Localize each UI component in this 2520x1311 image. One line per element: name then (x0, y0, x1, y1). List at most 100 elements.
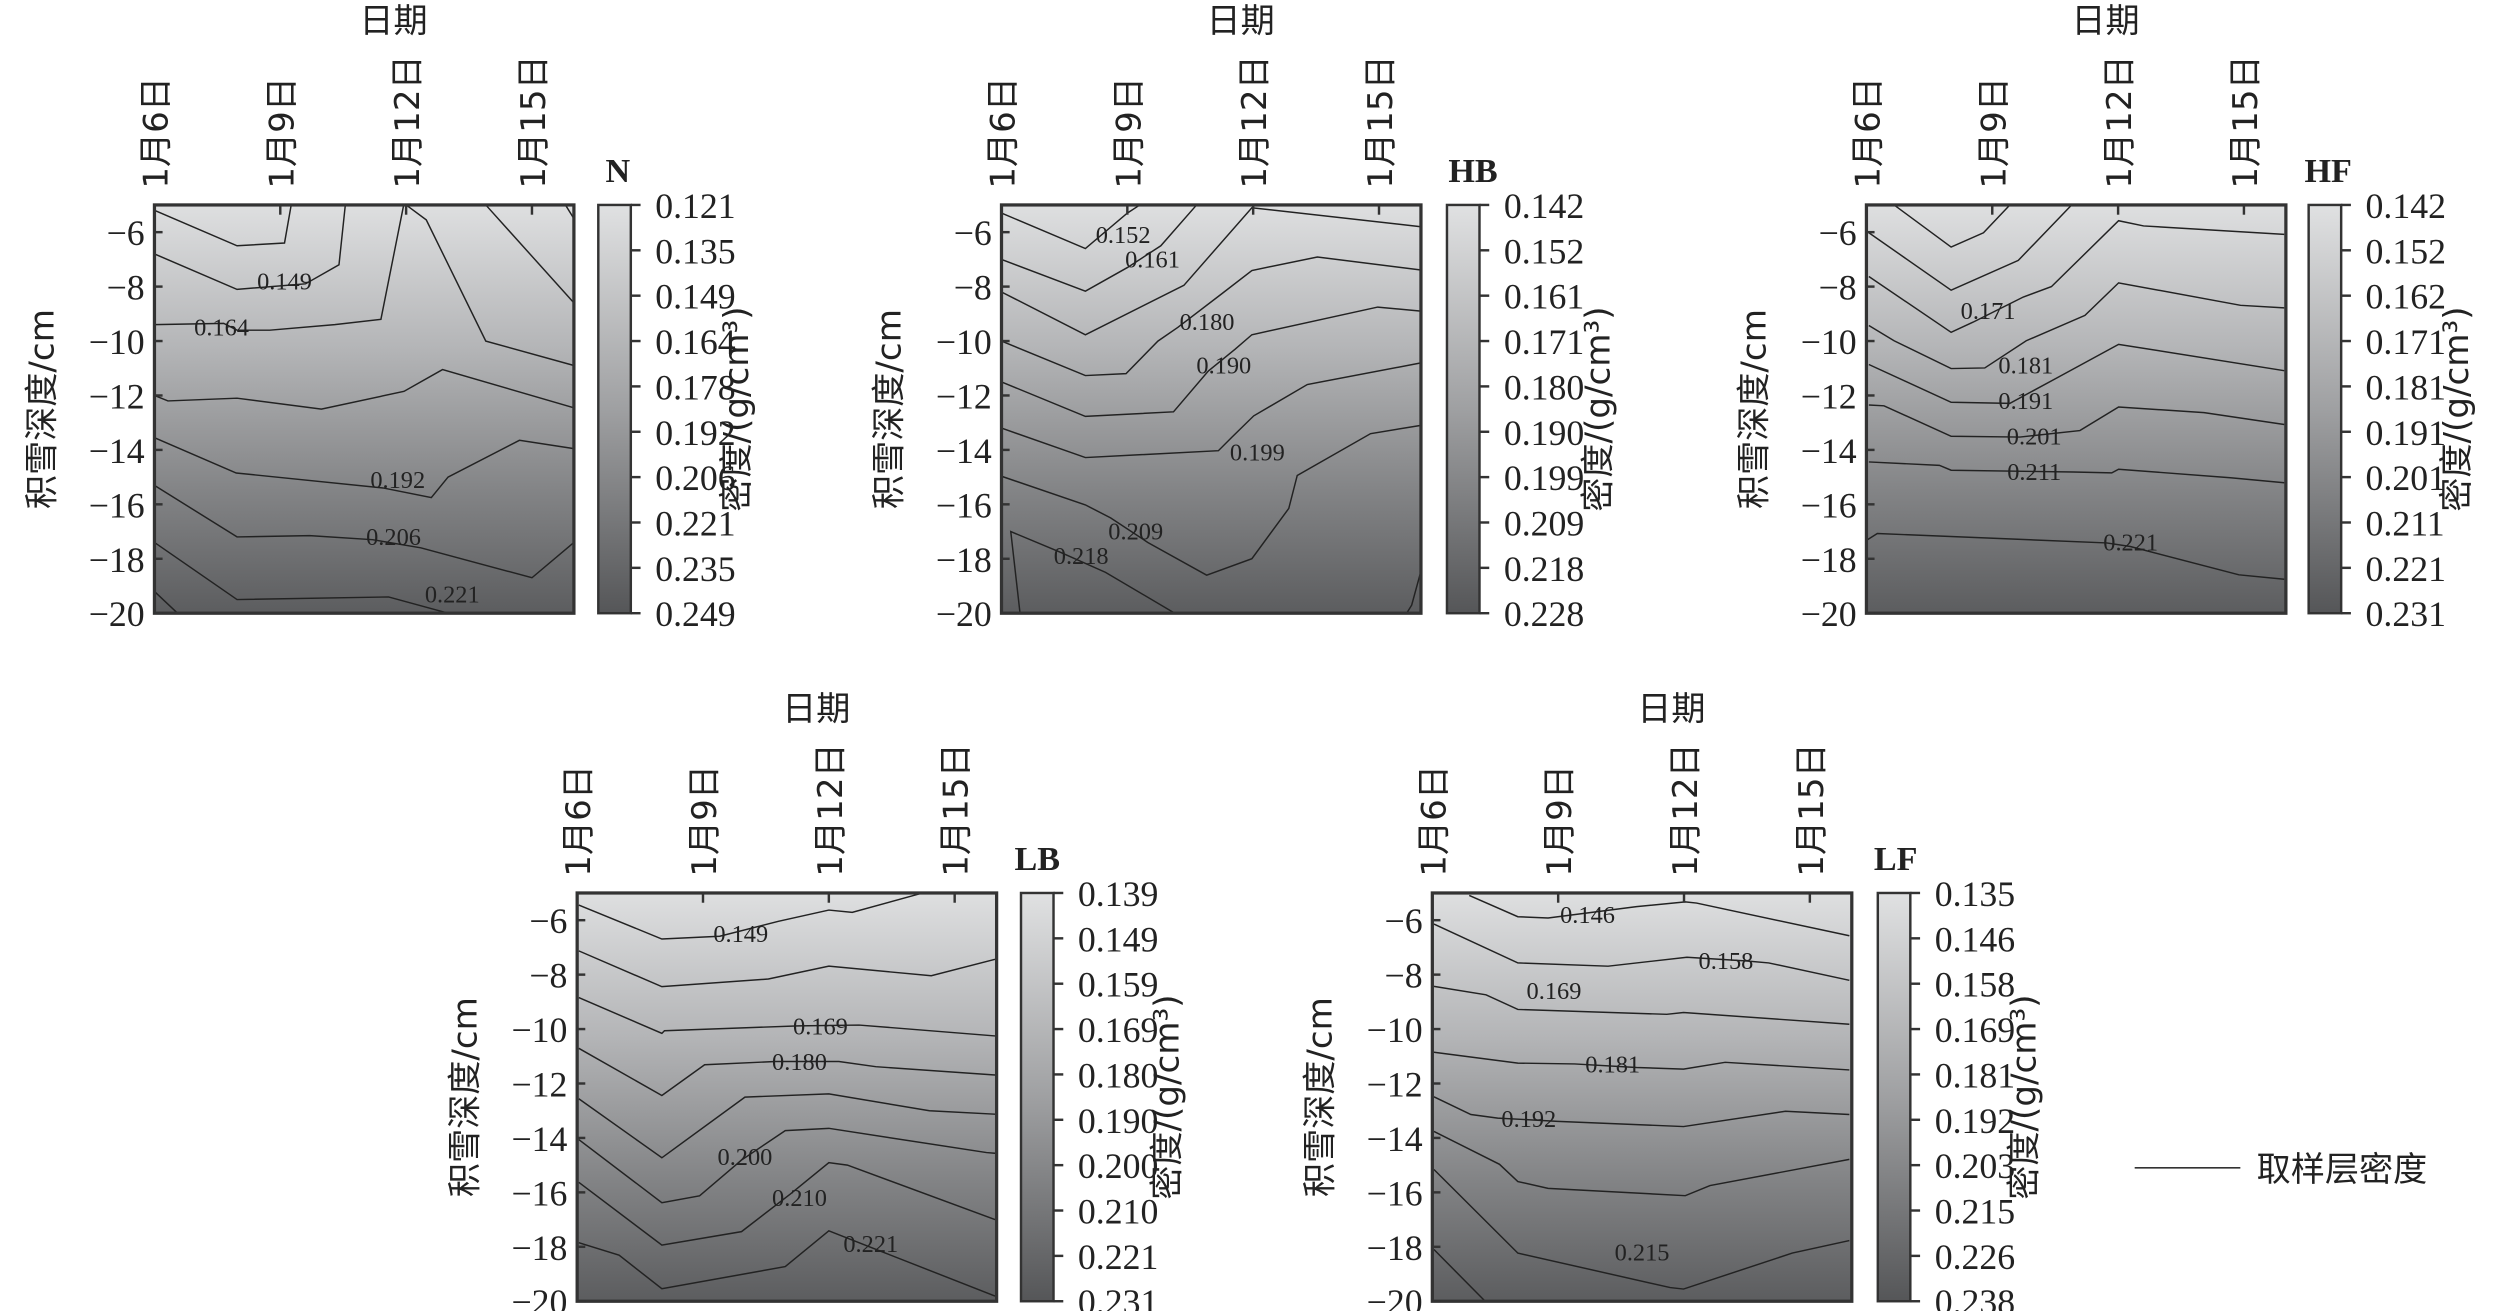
x-tick-label: 1月9日 (1109, 77, 1149, 189)
panel-tag: HB (1448, 153, 1497, 190)
y-tick-label: −10 (1801, 322, 1857, 362)
contour-label: 0.171 (1961, 298, 2016, 325)
colorbar-tick-label: 0.181 (1935, 1055, 2015, 1095)
contour-line (154, 541, 449, 614)
plot-frame (999, 203, 1423, 615)
y-tick-label: −10 (1367, 1010, 1423, 1050)
contour-line (578, 892, 924, 940)
contour-label: 0.201 (2007, 423, 2062, 450)
contour-label: 0.211 (2007, 459, 2061, 486)
colorbar (1876, 891, 1912, 1303)
contour-label: 0.158 (1699, 948, 1754, 975)
x-tick-label: 1月12日 (2100, 55, 2140, 188)
plot-frame (1864, 203, 2288, 615)
colorbar-tick-label: 0.161 (1504, 277, 1584, 317)
x-tick-label: 1月15日 (1361, 55, 1401, 188)
contour-line (578, 1093, 996, 1159)
x-tick-label: 1月15日 (514, 55, 554, 188)
colorbar-tick-label: 0.139 (1078, 874, 1158, 914)
contour-label: 0.180 (772, 1049, 827, 1076)
contour-line (1433, 1168, 1850, 1290)
contour-line (1433, 1249, 1486, 1302)
contour-line (1868, 404, 2285, 438)
plot-area (577, 892, 997, 1302)
x-tick-label: 1月15日 (937, 743, 977, 876)
contour-line (578, 996, 996, 1037)
contour-line (154, 484, 575, 579)
y-tick-label: −6 (529, 901, 567, 941)
contour-line (1868, 282, 2285, 370)
contour-line (1868, 343, 2285, 405)
colorbar-tick-label: 0.121 (655, 186, 735, 226)
plot-frame (1430, 891, 1854, 1303)
contour-label: 0.181 (1585, 1052, 1640, 1079)
legend-label: 取样层密度 (2257, 1150, 2428, 1190)
colorbar-tick-label: 0.209 (1504, 503, 1584, 543)
contour-line (1866, 532, 2285, 580)
panel-n: 0.149 0.164 0.192 0.206 0.221 −6 −8 −10 −12 −14 −1… (23, 2, 757, 635)
contour-lines (1433, 894, 1850, 1302)
colorbar-tick-label: 0.203 (1935, 1146, 2015, 1186)
y-tick-label: −12 (1801, 376, 1857, 416)
contour-label: 0.149 (257, 268, 312, 295)
contour-line (154, 204, 347, 291)
panel-tag: HF (2304, 153, 2351, 190)
contour-line (1868, 204, 2073, 292)
colorbar (1019, 891, 1055, 1303)
colorbar-tick-label: 0.162 (2366, 277, 2446, 317)
x-tick-label: 1月6日 (1848, 77, 1888, 189)
colorbar-tick-label: 0.221 (655, 503, 735, 543)
y-tick-label: −14 (936, 431, 992, 471)
x-axis-title: 日期 (1637, 690, 1705, 730)
colorbar-tick-label: 0.190 (1504, 413, 1584, 453)
colorbar-tick-label: 0.228 (1504, 594, 1584, 634)
contour-line (1468, 894, 1850, 937)
colorbar-tick-label: 0.238 (1935, 1282, 2015, 1311)
x-tick-label: 1月15日 (2226, 55, 2266, 188)
colorbar-tick-label: 0.159 (1078, 965, 1158, 1005)
y-tick-label: −10 (89, 322, 145, 362)
contour-line (1893, 204, 2011, 248)
plot-frame (152, 203, 576, 615)
y-tick-label: −20 (511, 1282, 567, 1311)
colorbar-title: 密度/(g/cm³) (2437, 306, 2477, 511)
contour-line (1001, 204, 1198, 292)
colorbar-tick-label: 0.199 (1504, 458, 1584, 498)
colorbar-title: 密度/(g/cm³) (717, 306, 757, 511)
contour-label: 0.221 (843, 1231, 898, 1258)
colorbar-tick-label: 0.142 (1504, 186, 1584, 226)
y-axis-title: 积雪深度/cm (23, 309, 63, 509)
contour-label: 0.209 (1108, 519, 1163, 546)
y-tick-label: −8 (1819, 268, 1857, 308)
y-tick-label: −16 (1367, 1173, 1423, 1213)
contour-line (1406, 570, 1422, 614)
plot-area (1866, 204, 2286, 614)
contour-line (1001, 256, 1422, 377)
contour-line (578, 1229, 996, 1297)
colorbar-tick-label: 0.180 (1504, 367, 1584, 407)
colorbar-tick-label: 0.142 (2366, 186, 2446, 226)
colorbar-tick-label: 0.221 (2366, 549, 2446, 589)
y-axis-title: 积雪深度/cm (1735, 309, 1775, 509)
colorbar-tick-label: 0.201 (2366, 458, 2446, 498)
panel-tag: N (605, 153, 630, 190)
y-axis-title: 积雪深度/cm (870, 309, 910, 509)
y-tick-label: −20 (1367, 1282, 1423, 1311)
contour-label: 0.221 (2103, 530, 2158, 557)
contour-line (153, 590, 179, 614)
colorbar-tick-label: 0.221 (1078, 1237, 1158, 1277)
contour-lines (153, 204, 575, 614)
colorbar-tick-label: 0.210 (1078, 1192, 1158, 1232)
contour-label: 0.206 (366, 524, 421, 551)
colorbar-tick-label: 0.152 (1504, 231, 1584, 271)
colorbar-tick-label: 0.180 (1078, 1055, 1158, 1095)
contour-label: 0.164 (194, 315, 249, 342)
contour-label: 0.192 (1501, 1106, 1556, 1133)
y-tick-label: −14 (1801, 431, 1857, 471)
contour-lines (1001, 204, 1422, 614)
x-axis-title: 日期 (2071, 2, 2139, 42)
colorbar-tick-label: 0.206 (655, 458, 735, 498)
y-tick-label: −8 (529, 956, 567, 996)
colorbar-tick-label: 0.249 (655, 594, 735, 634)
contour-label: 0.191 (1998, 388, 2053, 415)
